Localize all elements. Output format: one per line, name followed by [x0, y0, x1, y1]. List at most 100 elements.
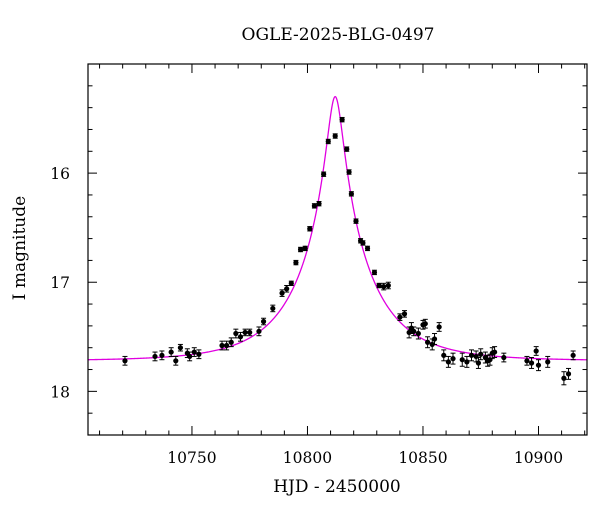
data-point [307, 226, 313, 232]
data-marker [152, 353, 158, 360]
data-marker [321, 171, 327, 177]
data-point [316, 200, 322, 207]
data-marker [260, 318, 267, 325]
data-point [332, 133, 338, 139]
data-marker [122, 358, 128, 364]
data-point [415, 327, 421, 340]
data-point [219, 340, 225, 351]
data-marker [284, 286, 290, 292]
data-marker [381, 284, 387, 290]
x-tick-label: 10800 [283, 449, 332, 467]
data-marker [316, 201, 322, 207]
data-point [348, 191, 354, 197]
data-point [321, 171, 327, 177]
data-marker [360, 240, 366, 246]
data-marker [233, 330, 239, 337]
data-point [376, 282, 382, 289]
data-point [397, 313, 403, 321]
data-point [346, 169, 352, 175]
y-axis-label: I magnitude [10, 196, 30, 300]
data-point [159, 350, 165, 361]
data-marker [256, 328, 262, 334]
data-marker [441, 352, 447, 358]
data-marker [464, 359, 470, 365]
data-point [284, 285, 290, 293]
data-point [122, 355, 128, 366]
data-point [339, 116, 345, 123]
data-point [422, 318, 428, 329]
data-marker [468, 352, 475, 358]
data-marker [228, 339, 234, 345]
data-point [224, 340, 230, 351]
data-marker [424, 339, 431, 345]
data-point [353, 218, 359, 224]
plot-area [88, 95, 587, 386]
axis-ticks [88, 63, 587, 436]
data-marker [344, 146, 350, 152]
data-point [570, 350, 576, 361]
data-marker [339, 117, 345, 123]
data-marker [191, 349, 197, 355]
x-tick-label: 10750 [167, 449, 216, 467]
y-tick-label: 18 [50, 383, 70, 401]
data-marker [385, 282, 391, 289]
data-point [242, 328, 248, 337]
data-marker [478, 351, 484, 357]
data-point [279, 289, 285, 297]
data-point [293, 259, 299, 266]
data-marker [353, 218, 359, 224]
data-marker [297, 246, 304, 253]
data-marker [364, 245, 371, 252]
data-point [459, 352, 465, 367]
data-marker [445, 359, 451, 365]
data-marker [528, 360, 535, 366]
data-marker [279, 290, 285, 296]
data-marker [422, 321, 428, 327]
data-point [168, 347, 174, 357]
data-point [445, 355, 451, 368]
data-point [431, 333, 438, 345]
data-marker [224, 342, 230, 349]
data-marker [524, 358, 530, 364]
data-point [381, 282, 387, 291]
data-marker [293, 259, 299, 266]
data-point [411, 326, 417, 337]
data-point [468, 349, 475, 362]
y-tick-label: 16 [50, 165, 70, 183]
data-marker [475, 360, 482, 366]
y-tick-label: 17 [50, 274, 70, 292]
data-point [545, 355, 551, 368]
data-point [260, 317, 267, 326]
data-marker [376, 282, 382, 289]
data-point [524, 355, 530, 366]
data-marker [411, 328, 417, 334]
data-marker [459, 357, 465, 363]
data-point [288, 280, 294, 287]
data-point [565, 367, 572, 380]
data-marker [237, 334, 244, 340]
data-marker [187, 353, 193, 360]
data-point [533, 346, 539, 356]
data-marker [311, 203, 317, 209]
data-marker [302, 245, 308, 252]
data-marker [561, 375, 567, 381]
data-marker [501, 354, 507, 361]
data-point [464, 355, 470, 368]
data-marker [307, 226, 313, 232]
data-point [535, 359, 542, 372]
data-marker [570, 352, 576, 358]
data-point [385, 281, 391, 290]
data-marker [168, 349, 174, 355]
data-marker [159, 352, 165, 358]
data-point [441, 349, 447, 362]
data-point [371, 269, 378, 276]
data-marker [535, 362, 542, 368]
data-point [233, 328, 239, 339]
data-marker [533, 348, 539, 354]
data-point [173, 355, 179, 366]
data-marker [415, 330, 421, 337]
x-tick-label: 10850 [398, 449, 447, 467]
data-marker [491, 349, 498, 355]
data-points [122, 116, 576, 386]
